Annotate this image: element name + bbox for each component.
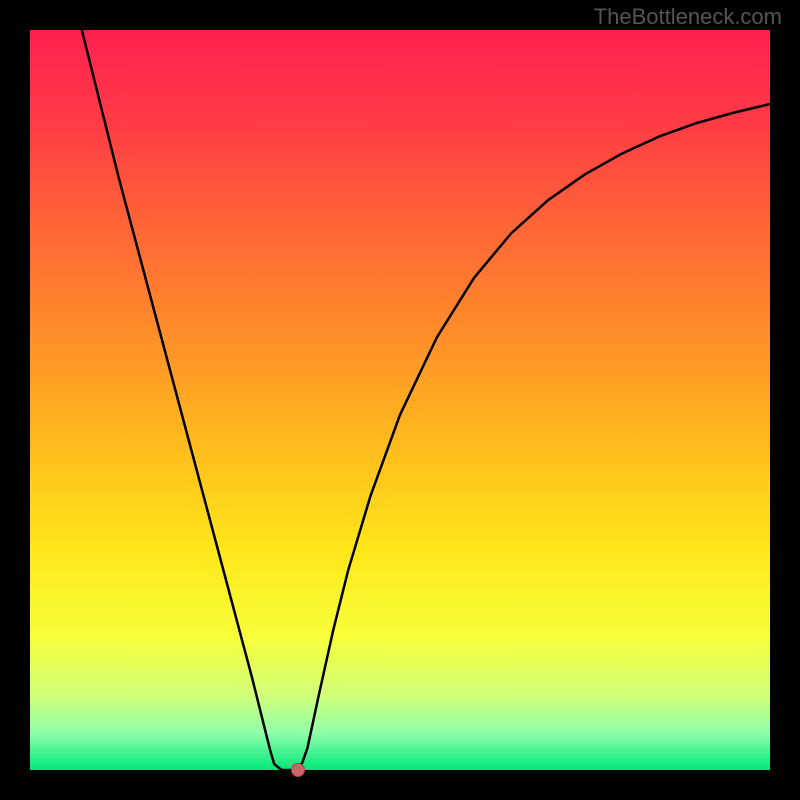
optimal-point-marker — [291, 763, 305, 777]
chart-plot-area — [30, 30, 770, 770]
watermark-text: TheBottleneck.com — [594, 4, 782, 30]
bottleneck-curve — [30, 30, 770, 770]
